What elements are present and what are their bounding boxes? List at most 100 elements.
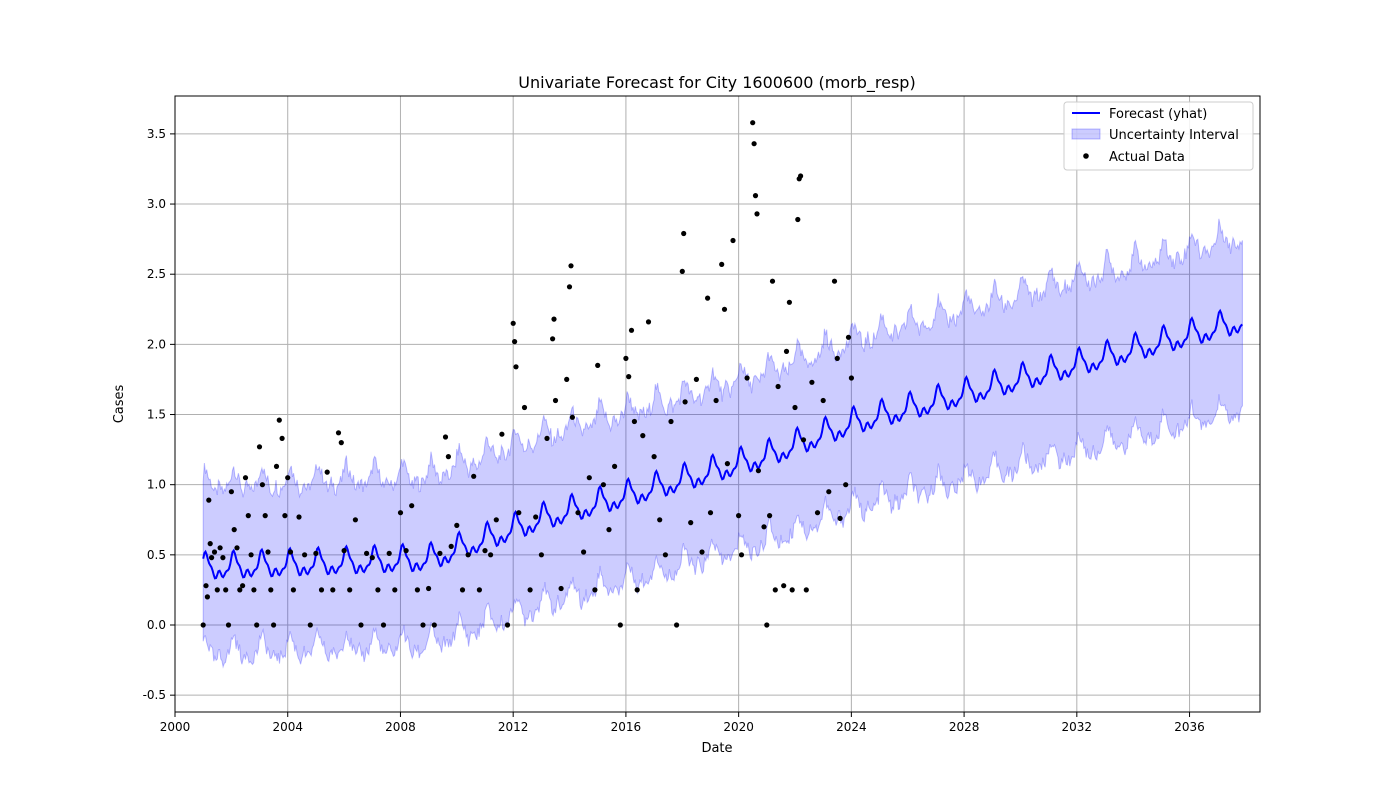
actual-data-point [273, 463, 280, 469]
actual-data-point [803, 587, 809, 593]
actual-data-point [761, 524, 767, 530]
actual-data-point [820, 397, 826, 404]
y-tick-label: -0.5 [143, 688, 166, 702]
actual-data-point [679, 268, 685, 274]
actual-data-point [392, 587, 398, 593]
y-axis-ticks: -0.5 0.0 0.5 1.0 1.5 2.0 2.5 3.0 3.5 [143, 127, 175, 702]
x-tick-label: 2028 [949, 720, 980, 734]
actual-data-point [290, 587, 296, 593]
y-tick-label: 2.5 [147, 267, 166, 281]
actual-data-point [645, 319, 652, 325]
x-tick-label: 2008 [385, 720, 416, 734]
x-axis-label: Date [701, 741, 732, 756]
actual-data-point [448, 543, 454, 550]
actual-data-point [538, 552, 545, 558]
actual-data-point [220, 555, 226, 561]
actual-data-point [330, 587, 336, 593]
y-tick-label: 3.5 [147, 127, 166, 141]
actual-data-point [575, 510, 581, 516]
actual-data-point [798, 173, 804, 179]
plot-frame [174, 95, 1261, 713]
actual-data-point [581, 549, 587, 555]
actual-data-point [657, 517, 663, 523]
actual-data-point [566, 284, 573, 290]
actual-data-point [358, 622, 364, 628]
actual-data-point [755, 468, 762, 474]
actual-data-point [713, 397, 719, 404]
actual-data-point [445, 454, 451, 460]
actual-data-point [279, 435, 285, 441]
actual-data-point [721, 306, 728, 312]
actual-data-point [335, 430, 342, 436]
actual-data-point [510, 320, 516, 326]
y-tick-label: 3.0 [147, 197, 166, 211]
actual-data-point [203, 583, 209, 589]
actual-data-point [550, 336, 556, 342]
actual-data-point [772, 587, 778, 593]
actual-data-points [200, 120, 855, 628]
actual-data-point [736, 513, 742, 519]
actual-data-point [414, 587, 420, 593]
y-tick-label: 0.0 [147, 618, 166, 632]
actual-data-point [764, 622, 770, 628]
x-tick-label: 2036 [1174, 720, 1205, 734]
actual-data-point [276, 417, 282, 423]
actual-data-point [754, 211, 760, 217]
x-tick-label: 2000 [160, 720, 191, 734]
actual-data-point [207, 541, 213, 547]
actual-data-point [282, 513, 288, 519]
actual-data-point [386, 550, 392, 557]
actual-data-point [296, 514, 302, 520]
actual-data-point [724, 461, 731, 467]
actual-data-point [248, 552, 254, 558]
legend-actual-label: Actual Data [1109, 150, 1185, 165]
actual-data-point [612, 463, 618, 469]
actual-data-point [681, 230, 687, 237]
actual-data-point [521, 404, 528, 411]
y-tick-label: 0.5 [147, 548, 166, 562]
actual-data-point [228, 489, 234, 495]
actual-data-point [699, 549, 705, 555]
actual-data-point [640, 433, 646, 439]
actual-data-point [789, 587, 795, 593]
actual-data-point [262, 513, 268, 519]
actual-data-point [499, 431, 505, 437]
legend-forecast-label: Forecast (yhat) [1109, 107, 1207, 122]
actual-data-point [792, 404, 798, 411]
actual-data-point [834, 355, 840, 361]
actual-data-point [211, 549, 218, 555]
actual-data-point [271, 622, 277, 628]
actual-data-point [242, 475, 249, 481]
actual-data-point [268, 587, 274, 593]
actual-data-point [375, 587, 381, 593]
actual-data-point [767, 513, 773, 519]
chart-title: Univariate Forecast for City 1600600 (mo… [518, 73, 915, 93]
actual-data-point [426, 585, 432, 592]
y-tick-label: 2.0 [147, 337, 166, 351]
actual-data-point [397, 510, 404, 516]
actual-data-point [465, 552, 471, 558]
actual-data-point [204, 594, 210, 600]
actual-data-point [568, 263, 574, 269]
actual-data-point [783, 348, 790, 354]
actual-data-point [231, 527, 237, 533]
actual-data-point [809, 379, 815, 385]
actual-data-point [682, 399, 688, 405]
actual-data-point [504, 622, 511, 628]
actual-data-point [254, 622, 260, 628]
actual-data-point [364, 550, 370, 557]
actual-data-point [769, 278, 776, 284]
actual-data-point [719, 261, 725, 267]
actual-data-point [285, 475, 291, 481]
actual-data-point [626, 374, 632, 380]
actual-data-point [240, 583, 246, 589]
forecast-yhat-line [202, 308, 1243, 580]
actual-data-point [209, 555, 215, 561]
actual-data-point [409, 503, 415, 509]
actual-data-point [752, 193, 759, 199]
x-tick-label: 2016 [611, 720, 642, 734]
actual-data-point [256, 444, 263, 450]
actual-data-point [651, 454, 657, 460]
actual-data-point [738, 552, 745, 558]
